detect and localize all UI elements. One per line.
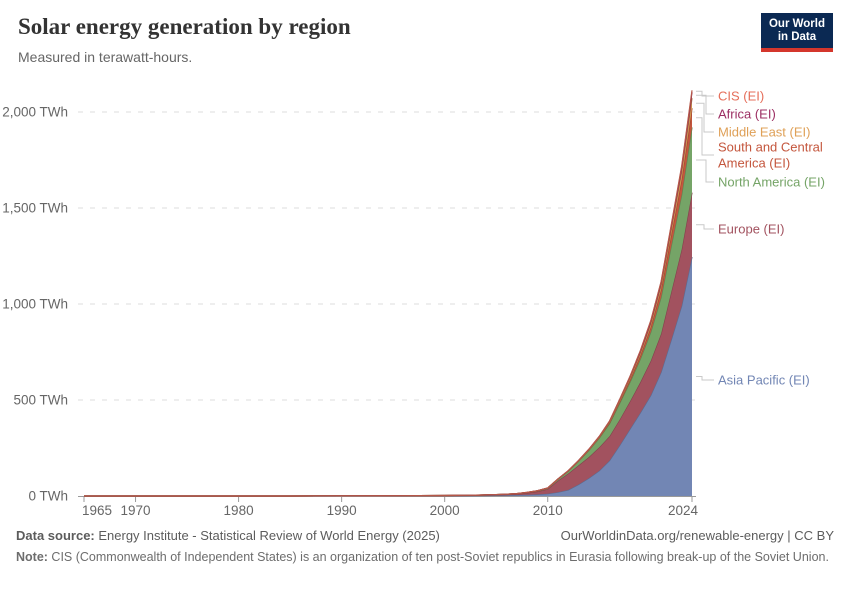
x-tick-label: 2010 xyxy=(533,503,563,518)
x-tick-label: 2000 xyxy=(430,503,460,518)
y-tick-label: 500 TWh xyxy=(13,393,68,408)
y-tick-label: 2,000 TWh xyxy=(2,105,68,120)
legend-connector xyxy=(696,90,714,97)
legend-item-middle-east-ei-[interactable]: Middle East (EI) xyxy=(718,124,811,140)
owid-logo-line2: in Data xyxy=(777,31,817,43)
area-north-america-ei-[interactable] xyxy=(84,127,692,497)
legend-connector xyxy=(696,224,714,230)
legend-item-north-america-ei-[interactable]: North America (EI) xyxy=(718,174,825,190)
owid-link[interactable]: OurWorldinData.org/renewable-energy | CC… xyxy=(560,528,834,543)
chart-subtitle: Measured in terawatt-hours. xyxy=(18,49,193,65)
area-edge xyxy=(84,90,693,497)
chart-header: Solar energy generation by region Measur… xyxy=(18,14,738,65)
y-tick-label: 0 TWh xyxy=(28,489,68,504)
chart-note: Note: CIS (Commonwealth of Independent S… xyxy=(16,549,836,565)
legend-item-cis-ei-[interactable]: CIS (EI) xyxy=(718,88,765,104)
y-tick-label: 1,500 TWh xyxy=(2,201,68,216)
x-tick-label: 1990 xyxy=(327,503,357,518)
owid-logo[interactable]: Our World in Data xyxy=(760,13,833,52)
chart-footer: Data source: Energy Institute - Statisti… xyxy=(16,528,834,565)
y-tick-label: 1,000 TWh xyxy=(2,297,68,312)
legend-item-asia-pacific-ei-[interactable]: Asia Pacific (EI) xyxy=(718,372,810,388)
page-title: Solar energy generation by region xyxy=(18,14,351,39)
legend-connector xyxy=(696,94,714,115)
legend-connector xyxy=(696,102,714,133)
x-tick-label: 1965 xyxy=(82,503,112,518)
x-tick-label: 1980 xyxy=(224,503,254,518)
data-source: Data source: Energy Institute - Statisti… xyxy=(16,528,440,543)
legend-connector xyxy=(696,376,714,381)
area-asia-pacific-ei-[interactable] xyxy=(84,257,692,496)
x-tick-label: 1970 xyxy=(121,503,151,518)
area-europe-ei-[interactable] xyxy=(84,192,692,496)
x-tick-label: 2024 xyxy=(668,503,699,518)
note-label: Note: xyxy=(16,550,48,564)
legend-connector xyxy=(696,117,714,156)
legend-item-africa-ei-[interactable]: Africa (EI) xyxy=(718,106,776,122)
legend-connector xyxy=(696,159,714,183)
data-source-text: Energy Institute - Statistical Review of… xyxy=(94,528,440,543)
legend-item-south-and-central-america-ei-[interactable]: South and Central America (EI) xyxy=(718,139,823,171)
data-source-label: Data source: xyxy=(16,528,95,543)
note-text: CIS (Commonwealth of Independent States)… xyxy=(47,550,829,564)
legend-item-europe-ei-[interactable]: Europe (EI) xyxy=(718,221,785,237)
owid-logo-line1: Our World xyxy=(768,18,825,30)
